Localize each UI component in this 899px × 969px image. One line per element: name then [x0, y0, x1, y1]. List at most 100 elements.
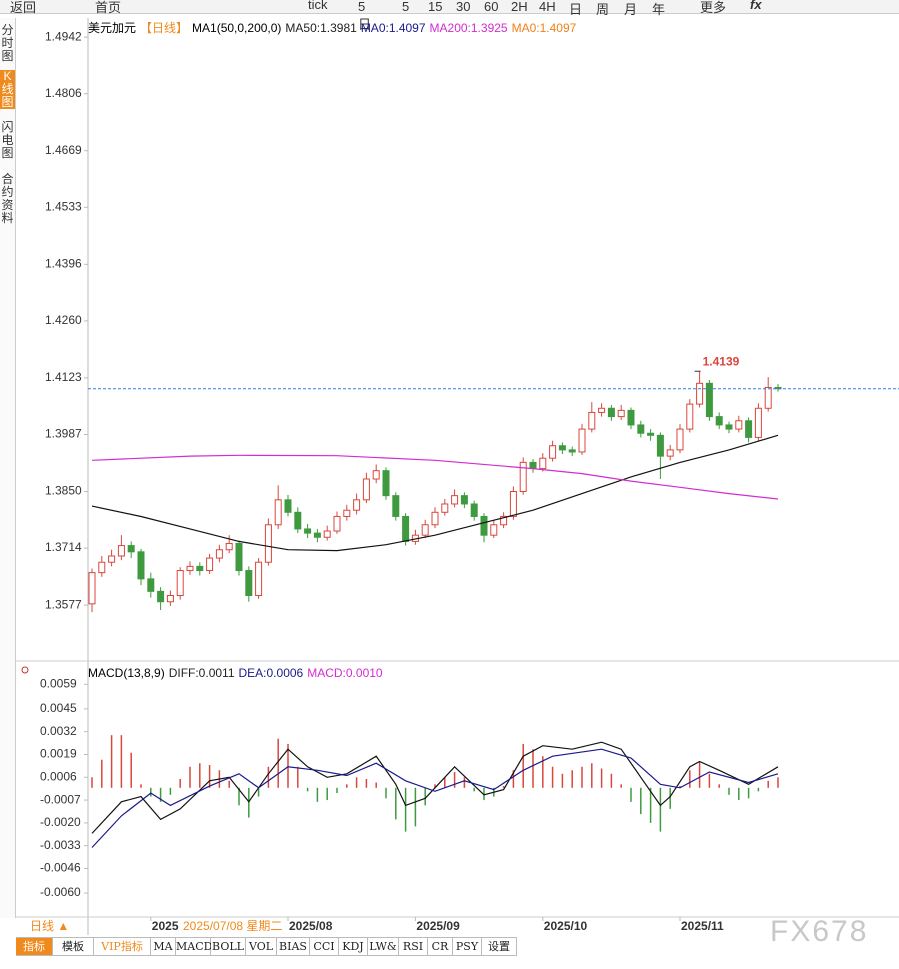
candle-body: [509, 490, 517, 517]
y-tick-label: -0.0046: [40, 861, 81, 875]
y-tick-label: -0.0007: [40, 792, 81, 806]
y-tick-label: 1.3850: [45, 484, 82, 498]
candle-body: [196, 565, 204, 572]
candle-body: [696, 382, 704, 405]
candle-body: [323, 530, 331, 538]
candle-body: [735, 420, 743, 430]
tick-button[interactable]: tick: [308, 0, 328, 12]
candle-body: [274, 499, 282, 526]
candle-body: [333, 515, 341, 532]
side-tab[interactable]: K线图: [0, 69, 15, 109]
indicator-tab[interactable]: VOL: [246, 937, 277, 956]
period-button[interactable]: 年: [652, 2, 666, 17]
macd-title: MACD(13,8,9): [88, 666, 165, 680]
indicator-line: [91, 741, 779, 834]
candle-body: [225, 542, 233, 551]
indicator: MA1(50,0,200,0): [192, 21, 282, 35]
y-tick-label: 1.4260: [45, 313, 82, 327]
candle-body: [206, 557, 214, 572]
candle-body: [441, 503, 449, 513]
candle-body: [529, 461, 537, 470]
side-tab[interactable]: 分时图: [1, 23, 14, 63]
candle-body: [460, 495, 468, 505]
candle-body: [656, 434, 664, 457]
candle-body: [392, 495, 400, 517]
candle-body: [617, 409, 625, 418]
x-tick-label: 2025: [152, 919, 179, 933]
y-tick-label: 1.4942: [45, 29, 82, 43]
y-tick-label: -0.0033: [40, 838, 81, 852]
indicator-line: [91, 454, 779, 500]
more-button[interactable]: 更多: [700, 0, 727, 15]
candle-body: [245, 570, 253, 597]
indicator-tab[interactable]: 模板: [53, 937, 94, 956]
indicator-line: [91, 434, 779, 552]
y-tick-label: 1.4669: [45, 143, 82, 157]
home-button[interactable]: 首页: [95, 0, 122, 15]
candle-body: [568, 449, 576, 453]
candle-body: [176, 570, 184, 597]
period-button[interactable]: 2H: [511, 0, 528, 14]
indicator-tab[interactable]: 指标: [16, 937, 53, 956]
indicator-tab[interactable]: LW&: [368, 937, 399, 956]
period-button[interactable]: 日: [569, 2, 583, 17]
y-tick-label: -0.0060: [40, 885, 81, 899]
fx-button[interactable]: fx: [750, 0, 762, 12]
period-selector[interactable]: 日线 ▲: [30, 919, 69, 933]
period-button[interactable]: 30: [456, 0, 471, 14]
y-tick-label: 1.4396: [45, 256, 82, 270]
candle-body: [637, 424, 645, 434]
indicator-tab[interactable]: 设置: [482, 937, 517, 956]
side-tab[interactable]: 闪电图: [1, 120, 14, 160]
candle-body: [500, 515, 508, 526]
side-tab[interactable]: 合约资料: [1, 172, 14, 225]
toolbar: 返回 首页 tick 5日 5 15 30 60 2H 4H 日周月年 更多 fx: [0, 0, 899, 32]
legend-item: MA0:1.4097: [511, 21, 577, 35]
indicator-tab[interactable]: BIAS: [277, 937, 310, 956]
period-button[interactable]: 15: [428, 0, 443, 14]
period-button[interactable]: 60: [484, 0, 499, 14]
watermark: FX678: [770, 915, 869, 948]
candle-body: [549, 445, 557, 459]
x-tick-label: 2025/08: [289, 919, 333, 933]
candle-body: [431, 511, 439, 526]
candle-body: [490, 524, 498, 536]
indicator-tab[interactable]: KDJ: [339, 937, 368, 956]
candle-body: [353, 499, 361, 511]
settings-icon[interactable]: [21, 666, 29, 674]
indicator-tab[interactable]: VIP指标: [94, 937, 151, 956]
indicator-tab[interactable]: MACD: [176, 937, 212, 956]
period-button[interactable]: 月: [624, 2, 638, 17]
candle-body: [255, 561, 263, 597]
candle-body: [745, 420, 753, 438]
indicator-tab[interactable]: RSI: [399, 937, 428, 956]
back-button[interactable]: 返回: [10, 0, 37, 15]
y-tick-label: 0.0059: [40, 676, 77, 690]
period-button[interactable]: 周: [596, 2, 610, 17]
candle-body: [686, 403, 694, 430]
candle-body: [705, 382, 713, 418]
indicator-tab[interactable]: BOLL: [211, 937, 246, 956]
period-button[interactable]: 4H: [539, 0, 556, 14]
y-tick-label: 0.0032: [40, 724, 77, 738]
x-tick-label: 2025/09: [416, 919, 460, 933]
candle-body: [539, 457, 547, 470]
candle-body: [715, 416, 723, 426]
indicator-tab[interactable]: CR: [428, 937, 453, 956]
indicator-tab[interactable]: CCI: [310, 937, 339, 956]
candle-body: [166, 595, 174, 603]
legend-item: MA50:1.3981: [285, 21, 357, 35]
legend-item: MA0:1.4097: [360, 21, 426, 35]
candle-body: [470, 503, 478, 517]
period-button[interactable]: 5: [402, 0, 410, 14]
candle-body: [558, 445, 566, 451]
candle-body: [764, 386, 772, 409]
x-tick-label: 2025/10: [544, 919, 588, 933]
indicator-tab[interactable]: MA: [151, 937, 176, 956]
cursor-label: 2025/07/08 星期二: [183, 919, 282, 933]
candle-body: [362, 478, 370, 501]
candle-body: [304, 528, 312, 534]
indicator-tab[interactable]: PSY: [453, 937, 482, 956]
period-button[interactable]: 5日: [358, 0, 372, 32]
